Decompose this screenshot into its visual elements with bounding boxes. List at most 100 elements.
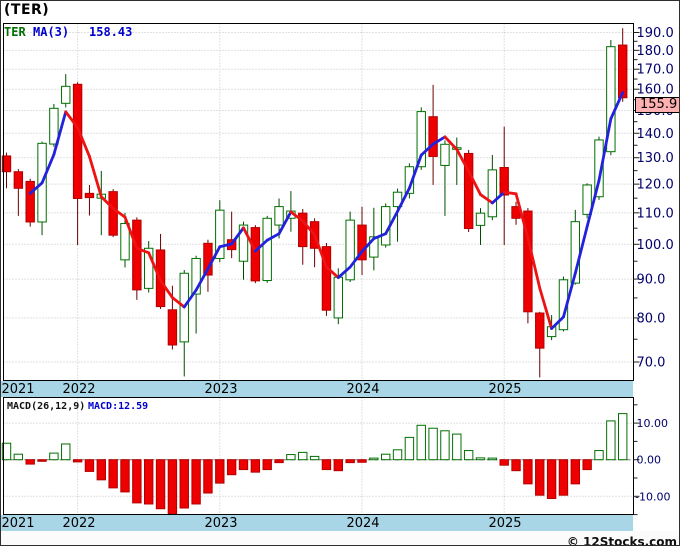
price-tick-label: 110.0	[637, 206, 674, 221]
macd-bar-negative	[179, 459, 189, 509]
macd-bar-negative	[499, 459, 509, 466]
candle-up	[440, 143, 450, 166]
macd-bar-positive	[404, 436, 415, 461]
macd-bar-positive	[416, 424, 426, 461]
price-tick-label: 190.0	[637, 26, 674, 41]
ma-segment-down	[159, 279, 174, 299]
year-label: 2023	[204, 382, 238, 397]
macd-bar-negative	[132, 459, 142, 504]
ma-segment-up	[419, 142, 435, 157]
macd-bar-positive	[369, 457, 379, 461]
price-tick-label: 160.0	[637, 83, 674, 98]
footer-link[interactable]: © 12Stocks.com	[566, 535, 677, 549]
candle-down	[84, 192, 95, 199]
macd-bar-negative	[72, 459, 83, 463]
ma-segment-down	[99, 195, 115, 210]
macd-bar-positive	[594, 450, 604, 461]
candle-up	[606, 46, 616, 153]
ma-segment-up	[28, 181, 44, 195]
candle-up	[333, 276, 344, 319]
macd-bar-negative	[203, 459, 213, 494]
macd-bar-negative	[321, 459, 332, 471]
ma-segment-up	[348, 250, 364, 269]
grid-layer	[3, 23, 634, 515]
price-tick-label: 170.0	[637, 63, 674, 78]
candle-down	[321, 246, 332, 311]
candle-down	[463, 152, 474, 230]
price-tick-label: 140.0	[637, 127, 674, 142]
ma-segment-up	[206, 245, 222, 271]
macd-bar-negative	[191, 459, 201, 505]
ma-segment-down	[88, 155, 103, 199]
macd-tick-label: -10.00	[635, 490, 670, 503]
macd-bar-negative	[96, 459, 106, 481]
ma-segment-down	[443, 135, 459, 151]
macd-bar-positive	[1, 442, 12, 461]
ma-segment-down	[467, 169, 482, 196]
ma-segment-up	[218, 242, 234, 249]
ma-segment-down	[526, 236, 542, 290]
macd-value: MACD:12.59	[88, 401, 149, 412]
price-tick-label: 80.0	[637, 311, 666, 326]
candle-up	[475, 212, 486, 226]
candle-up	[404, 166, 415, 194]
x-axis-band-main: 2021 2022 2023 2024 2025	[1, 381, 633, 397]
year-label: 2022	[62, 382, 96, 397]
candle-down	[132, 219, 142, 291]
price-axis: 70.080.090.0100.0110.0120.0130.0140.0150…	[633, 26, 674, 371]
ma-segment-up	[384, 209, 399, 236]
ma-segment-up	[265, 232, 281, 242]
ma-segment-down	[455, 148, 471, 173]
macd-bar-negative	[155, 459, 166, 510]
macd-bar-negative	[511, 459, 521, 472]
candle-up	[262, 217, 272, 282]
price-tick-label: 180.0	[637, 44, 674, 59]
legend-symbol: TER	[4, 25, 26, 39]
macd-bar-negative	[25, 459, 35, 465]
candle-down	[155, 249, 166, 308]
macd-params: MACD(26,12,9)	[7, 401, 86, 412]
ma-segment-up	[182, 288, 198, 309]
candle-down	[1, 155, 12, 173]
macd-bar-positive	[13, 453, 24, 461]
macd-bar-negative	[570, 459, 580, 485]
macd-bar-positive	[309, 455, 320, 461]
ma-segment-down	[325, 265, 340, 280]
ma-segment-down	[289, 210, 305, 223]
candle-down	[523, 210, 533, 313]
macd-bar-negative	[84, 459, 95, 472]
last-price-tag: 155.9	[635, 97, 680, 113]
candle-up	[546, 326, 557, 338]
candle-down	[499, 167, 509, 196]
macd-bar-positive	[487, 457, 498, 461]
candle-down	[357, 224, 367, 261]
macd-bar-positive	[428, 427, 438, 461]
macd-bar-positive	[392, 449, 403, 461]
candle-down	[25, 180, 35, 223]
macd-tick-label: 10.00	[637, 417, 669, 430]
macd-bar-positive	[49, 452, 59, 461]
ma-segment-up	[550, 315, 565, 330]
macd-bar-negative	[357, 459, 367, 463]
macd-bar-negative	[546, 459, 557, 499]
footer: © 12Stocks.com	[0, 531, 680, 549]
ma-segment-up	[40, 153, 56, 185]
year-label: 2021	[1, 516, 35, 531]
candle-up	[191, 257, 201, 295]
macd-bar-positive	[61, 443, 71, 461]
candle-down	[309, 221, 320, 249]
macd-bar-positive	[286, 454, 296, 461]
candle-down	[72, 83, 83, 199]
macd-bar-positive	[298, 451, 308, 461]
price-tick-label: 70.0	[637, 356, 666, 371]
macd-bar-negative	[333, 459, 344, 472]
candle-up	[96, 193, 106, 199]
price-tick-label: 120.0	[637, 178, 674, 193]
macd-bar-negative	[215, 459, 225, 484]
macd-bar-negative	[345, 459, 355, 464]
ma-segment-down	[64, 110, 79, 129]
candle-down	[13, 171, 24, 189]
macd-bar-negative	[238, 459, 249, 471]
candle-up	[487, 169, 498, 218]
candle-up	[215, 209, 225, 259]
